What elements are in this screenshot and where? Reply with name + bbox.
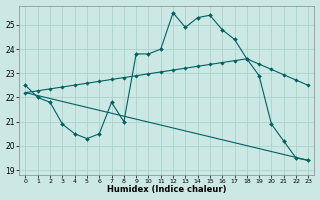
X-axis label: Humidex (Indice chaleur): Humidex (Indice chaleur): [107, 185, 227, 194]
